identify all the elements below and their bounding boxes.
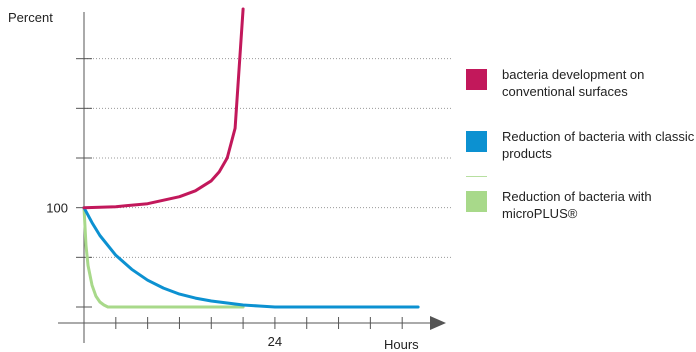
legend-item: Reduction of bacteria with classic produ… [466,128,696,162]
y-tick-label: 100 [46,201,68,216]
legend-swatch [466,131,487,152]
series-line [82,7,245,210]
legend-label: bacteria development on conventional sur… [502,67,645,99]
x-axis-label: Hours [384,337,419,352]
legend-divider [466,176,487,177]
series-line [82,206,245,309]
legend-item: Reduction of bacteria with microPLUS® [466,188,696,222]
tick-labels: 100 24 [46,201,282,349]
axes [58,12,446,343]
y-axis-label: Percent [8,10,53,25]
legend-item: bacteria development on conventional sur… [466,66,696,100]
x-axis-arrow [430,316,446,330]
legend-label: Reduction of bacteria with microPLUS® [502,189,652,221]
legend-swatch [466,191,487,212]
series-line [82,206,420,309]
legend: bacteria development on conventional sur… [466,66,696,250]
x-tick-label: 24 [268,334,282,349]
legend-label: Reduction of bacteria with classic produ… [502,129,695,161]
legend-swatch [466,69,487,90]
series-lines [82,7,420,309]
grid [84,58,452,258]
